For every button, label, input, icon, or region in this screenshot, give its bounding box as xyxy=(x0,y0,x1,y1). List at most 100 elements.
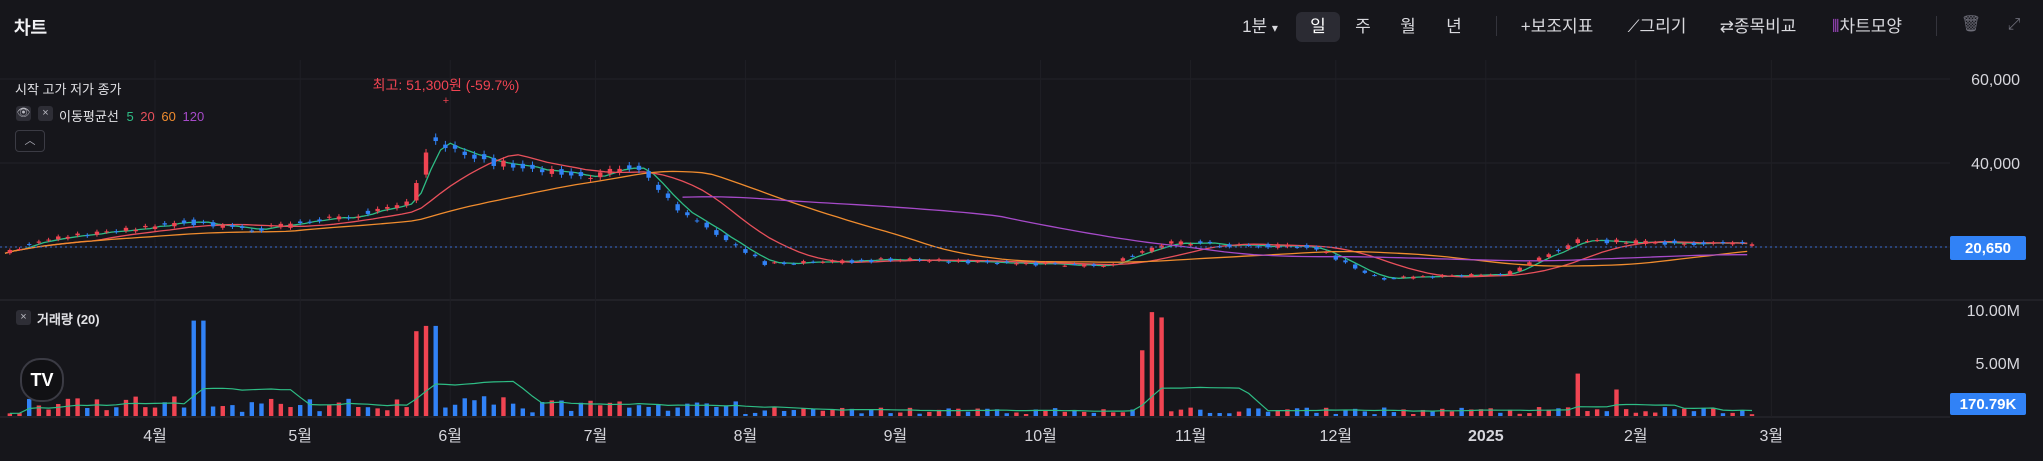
volume-bar xyxy=(810,409,816,416)
candle xyxy=(1401,276,1406,278)
volume-bar xyxy=(1265,411,1271,416)
volume-bar xyxy=(1140,350,1145,416)
volume-bar xyxy=(733,401,738,416)
price-badge-text: 20,650 xyxy=(1965,240,2011,257)
candle xyxy=(1072,264,1077,266)
candle xyxy=(1052,263,1058,265)
ma60-line xyxy=(4,170,1748,267)
volume-bar xyxy=(1585,411,1590,416)
indicator-button[interactable]: +보조지표 xyxy=(1515,12,1599,42)
candle xyxy=(1653,242,1658,244)
time-tick-label: 3월 xyxy=(1760,427,1784,445)
volume-bar xyxy=(1740,410,1745,416)
candle xyxy=(936,259,942,261)
volume-bar xyxy=(801,408,806,416)
candle xyxy=(1730,242,1735,245)
candle xyxy=(685,212,690,216)
candle xyxy=(114,231,119,233)
candle xyxy=(1507,271,1513,275)
volume-bar xyxy=(1720,413,1726,416)
close-volume-icon[interactable]: × xyxy=(16,310,31,325)
volume-bar xyxy=(1711,408,1716,416)
time-tick-label: 12월 xyxy=(1320,427,1353,445)
moving-average-lines xyxy=(4,142,1748,279)
trash-icon[interactable]: 🗑 xyxy=(1960,16,1982,33)
volume-bar xyxy=(7,413,13,416)
volume-bar xyxy=(1130,409,1135,416)
interval-select[interactable]: 1분 ▾ xyxy=(1236,12,1284,42)
volume-bar xyxy=(1575,373,1580,416)
candle xyxy=(1556,250,1561,252)
close-icon[interactable]: × xyxy=(38,106,53,121)
volume-bar xyxy=(1643,411,1648,416)
ma-legend: 이동평균선 5 20 60 120 xyxy=(59,106,204,125)
candle xyxy=(878,258,884,260)
volume-bar xyxy=(588,400,593,416)
volume-bar xyxy=(510,403,516,416)
volume-bar xyxy=(1343,410,1348,416)
volume-bar xyxy=(268,398,274,416)
candle xyxy=(1740,241,1745,243)
candle xyxy=(36,241,42,243)
candle xyxy=(781,262,787,265)
candle xyxy=(1314,247,1319,250)
volume-bar xyxy=(704,403,709,416)
volume-bar xyxy=(1004,413,1009,416)
tab-year[interactable]: 년 xyxy=(1446,17,1462,36)
visibility-icon[interactable]: 👁 xyxy=(16,106,31,121)
volume-bar xyxy=(356,407,361,416)
volume-bar xyxy=(994,409,1000,416)
candle xyxy=(946,261,951,263)
candle xyxy=(627,165,632,169)
candle xyxy=(840,260,845,264)
candle xyxy=(472,154,477,159)
candle xyxy=(849,260,855,263)
tab-day[interactable]: 일 xyxy=(1296,12,1340,42)
volume-bar xyxy=(1382,407,1387,416)
candle xyxy=(1120,258,1126,261)
candle xyxy=(307,221,313,223)
volume-bar xyxy=(1420,409,1426,416)
volume-bar xyxy=(65,398,71,416)
pencil-icon: ⟋ xyxy=(1627,17,1640,36)
volume-bar xyxy=(781,410,787,416)
candle xyxy=(898,260,903,262)
draw-button[interactable]: ⟋그리기 xyxy=(1622,12,1692,42)
candle xyxy=(1720,242,1726,244)
interval-label: 1분 xyxy=(1242,17,1268,36)
compare-button[interactable]: ⇄종목비교 xyxy=(1716,12,1800,42)
candle xyxy=(694,220,700,222)
candle xyxy=(578,172,584,177)
volume-bar xyxy=(375,408,380,416)
time-tick-label: 4월 xyxy=(143,427,167,445)
volume-bar xyxy=(762,410,767,416)
tab-week[interactable]: 주 xyxy=(1355,17,1371,36)
volume-bar xyxy=(1478,409,1484,416)
volume-bar xyxy=(307,399,313,416)
candle xyxy=(1440,275,1445,277)
candle xyxy=(810,261,816,263)
collapse-button[interactable]: ︿ xyxy=(15,130,45,152)
chevron-up-icon: ︿ xyxy=(24,135,36,147)
tab-month[interactable]: 월 xyxy=(1400,17,1416,36)
volume-bar xyxy=(365,407,371,416)
candle xyxy=(75,233,80,236)
volume-bar xyxy=(820,410,826,416)
candle xyxy=(1362,270,1368,273)
volume-bar xyxy=(520,408,526,416)
volume-bar xyxy=(1111,412,1116,416)
candle xyxy=(327,216,332,218)
candle xyxy=(278,223,284,228)
chart-style-button[interactable]: ⦀차트모양 xyxy=(1825,12,1909,42)
volume-bar xyxy=(36,405,42,416)
volume-bar xyxy=(907,407,913,416)
volume-bar xyxy=(685,403,690,416)
expand-icon[interactable]: ⤢ xyxy=(2007,16,2021,33)
time-tick-label: 2월 xyxy=(1624,427,1648,445)
volume-bar xyxy=(181,407,187,416)
volume-bar xyxy=(201,320,206,416)
candle xyxy=(1536,257,1542,261)
candle xyxy=(1323,251,1329,253)
high-annotation: 최고: 51,300원 (-59.7%) xyxy=(373,77,520,93)
